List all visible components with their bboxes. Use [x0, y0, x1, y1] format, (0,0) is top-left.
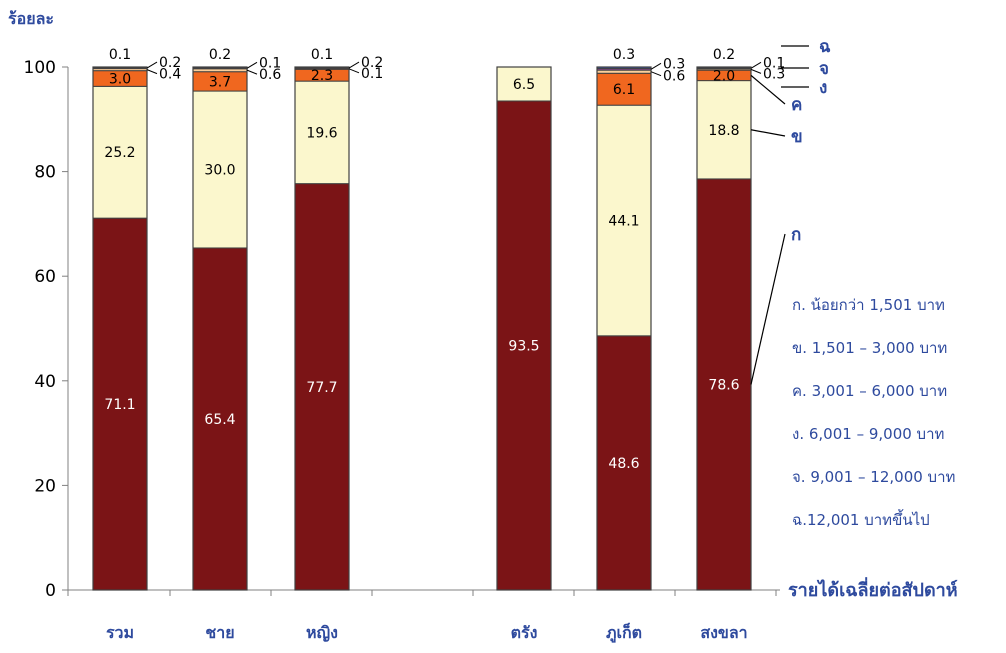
data-label: 6.1 [613, 82, 635, 98]
leader-line [650, 71, 662, 77]
annotation-line [750, 233, 786, 385]
legend-item: ข. 1,501 – 3,000 บาท [792, 339, 947, 357]
data-label: 30.0 [204, 163, 235, 179]
x-tick-label: ชาย [205, 623, 234, 642]
data-label: 2.3 [311, 68, 333, 84]
bar-segment-ข [596, 104, 652, 337]
x-axis-title: รายได้เฉลี่ยต่อสัปดาห์ [788, 577, 958, 601]
data-label: 0.2 [713, 47, 735, 63]
y-tick-label: 100 [24, 58, 56, 78]
x-tick-label: หญิง [306, 623, 338, 643]
leader-line [146, 69, 158, 75]
data-label: 44.1 [608, 214, 639, 230]
legend-item: ฉ.12,001 บาทขึ้นไป [792, 509, 930, 529]
x-tick-label: สงขลา [700, 623, 747, 642]
data-labels: 71.125.23.0 0.40.20.165.430.03.7 0.60.10.2… [104, 47, 785, 472]
bar-outline [92, 66, 148, 591]
axes: 0 20 40 60 80 100 รวม ชาย หญิง ตรัง ภูเก็ต สงขลา [24, 58, 780, 644]
data-label: 77.7 [306, 380, 337, 396]
legend: ก. น้อยกว่า 1,501 บาทข. 1,501 – 3,000 บา… [792, 296, 955, 529]
leader-line [750, 68, 762, 74]
series-annotation: ข [791, 127, 803, 147]
series-annotation: ง [819, 78, 827, 98]
bar-outline [192, 66, 248, 591]
data-label: 65.4 [204, 412, 235, 428]
bar-outline [496, 66, 552, 591]
legend-item: ก. น้อยกว่า 1,501 บาท [792, 296, 945, 314]
leader-line [246, 69, 258, 75]
data-label: 0.3 [763, 66, 785, 82]
leader-line [650, 62, 662, 70]
legend-item: จ. 9,001 – 12,000 บาท [792, 468, 955, 486]
bar-segment-ก [696, 178, 752, 591]
legend-item: ค. 3,001 – 6,000 บาท [792, 382, 947, 400]
data-label: 71.1 [104, 397, 135, 413]
data-label: 0.3 [663, 56, 685, 72]
bar-outline [696, 66, 752, 591]
y-tick-label: 80 [34, 163, 56, 183]
data-label: 93.5 [508, 338, 539, 354]
data-label: 0.2 [361, 55, 383, 71]
data-label: 25.2 [104, 145, 135, 161]
x-tick-label: ภูเก็ต [606, 621, 642, 644]
bar-outline [596, 66, 652, 591]
y-tick-label: 0 [45, 581, 56, 601]
x-tick-label: ตรัง [511, 623, 538, 642]
data-label: 0.1 [109, 47, 131, 63]
y-tick-label: 20 [34, 476, 56, 496]
leader-line [750, 61, 762, 69]
series-annotation: ค [791, 95, 802, 115]
data-label: 3.7 [209, 74, 231, 90]
annotation-line [750, 129, 786, 137]
bar-segment-ข [696, 80, 752, 180]
bar-segment-ข [294, 80, 350, 185]
series-annotation: ก [791, 225, 801, 245]
y-tick-label: 60 [34, 267, 56, 287]
bars [92, 66, 752, 591]
bar-outline [294, 66, 350, 591]
data-label: 6.5 [513, 77, 535, 93]
data-label: 0.6 [259, 67, 281, 83]
data-label: 0.1 [311, 47, 333, 63]
bar-segment-ก [496, 100, 552, 591]
data-label: 0.6 [663, 69, 685, 85]
data-label: 0.3 [613, 47, 635, 63]
series-annotation: ฉ [819, 37, 831, 57]
data-label: 18.8 [708, 123, 739, 139]
data-label: 78.6 [708, 377, 739, 393]
data-label: 19.6 [306, 125, 337, 141]
legend-item: ง. 6,001 – 9,000 บาท [792, 425, 944, 443]
leader-line [246, 61, 258, 69]
bar-segment-ข [92, 85, 148, 219]
data-label: 0.4 [159, 67, 181, 83]
data-label: 48.6 [608, 456, 639, 472]
leader-line [348, 68, 360, 74]
leader-line [348, 61, 360, 69]
y-tick-label: 40 [34, 372, 56, 392]
x-tick-label: รวม [106, 623, 134, 642]
series-annotation: จ [819, 59, 829, 79]
data-label: 0.1 [763, 55, 785, 71]
data-label: 0.1 [361, 66, 383, 82]
data-label: 0.1 [259, 55, 281, 71]
data-label: 2.0 [713, 68, 735, 84]
leader-line [146, 61, 158, 69]
annotation-line [750, 74, 786, 105]
y-axis-title: ร้อยละ [8, 9, 54, 28]
data-label: 0.2 [159, 55, 181, 71]
data-label: 0.2 [209, 47, 231, 63]
data-label: 3.0 [109, 72, 131, 88]
